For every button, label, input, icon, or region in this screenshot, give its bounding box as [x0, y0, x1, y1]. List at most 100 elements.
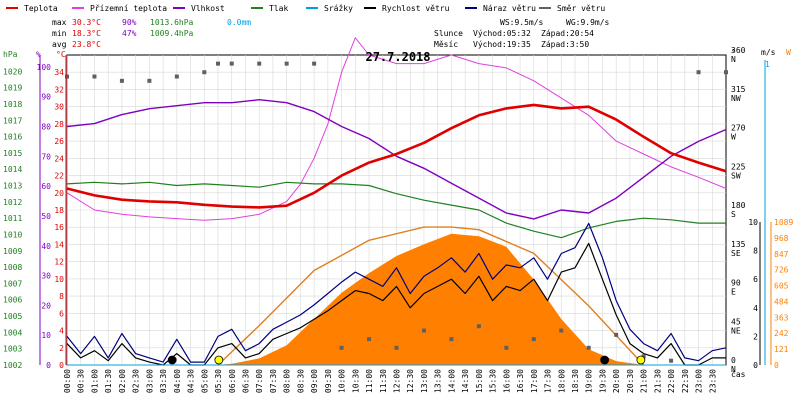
sun-moon-markers [167, 355, 646, 365]
wind-dir-point [449, 337, 454, 342]
tick-direction: 360 [731, 46, 746, 55]
tick-direction: 0 [731, 356, 736, 365]
tick-pressure: 1019 [3, 84, 22, 93]
tick-pressure: 1002 [3, 361, 22, 370]
data-series [65, 37, 728, 366]
tick-solar: 0 [774, 361, 779, 370]
tick-pressure: 1018 [3, 100, 22, 109]
tick-pressure: 1013 [3, 182, 22, 191]
series-humidity [66, 98, 727, 220]
moon-marker [600, 355, 610, 365]
tick-humidity: 80 [41, 123, 51, 132]
tick-pressure: 1020 [3, 67, 22, 76]
tick-temperature: 4 [59, 327, 64, 336]
tick-direction-compass: W [731, 133, 736, 142]
axis-unit-deg: ° [731, 48, 736, 57]
tick-pressure: 1007 [3, 279, 22, 288]
series-wind-gust [66, 222, 727, 363]
tick-time: 19:00 [585, 369, 594, 393]
tick-time: 15:30 [489, 369, 498, 393]
tick-time: 23:00 [695, 369, 704, 393]
tick-direction-compass: SE [731, 249, 741, 258]
stat-min-label: min [52, 29, 67, 38]
tick-time: 03:00 [145, 369, 154, 393]
tick-time: 00:30 [77, 369, 86, 393]
wind-dir-point [65, 74, 69, 79]
wind-dir-point [394, 345, 399, 350]
wind-dir-point [476, 324, 481, 329]
tick-pressure: 1004 [3, 328, 22, 337]
tick-direction: 315 [731, 85, 746, 94]
tick-temperature: 26 [54, 137, 64, 146]
wind-dir-point [696, 70, 701, 75]
tick-time: 06:00 [228, 369, 237, 393]
legend-label: Přízemní teplota [90, 4, 167, 13]
tick-time: 11:30 [379, 369, 388, 393]
axes: hPa% °C ° m/s W1čas1002100310041005100610071… [3, 46, 793, 393]
tick-pressure: 1009 [3, 247, 22, 256]
axis-unit-cas: čas [731, 369, 746, 379]
tick-time: 16:00 [502, 369, 511, 393]
tick-wind: 2 [753, 332, 758, 341]
tick-time: 07:00 [255, 369, 264, 393]
series-pressure [66, 181, 726, 239]
tick-pressure: 1014 [3, 165, 22, 174]
tick-time: 01:00 [91, 369, 100, 393]
tick-humidity: 40 [41, 242, 51, 251]
tick-pressure: 1005 [3, 312, 22, 321]
tick-time: 02:00 [118, 369, 127, 393]
tick-direction: 90 [731, 279, 741, 288]
legend-label: Tlak [269, 4, 288, 13]
tick-direction-compass: N [731, 365, 736, 374]
tick-pressure: 1016 [3, 133, 22, 142]
tick-time: 00:00 [63, 369, 72, 393]
tick-wind: 4 [753, 304, 758, 313]
tick-solar: 605 [774, 282, 789, 291]
chart-title: 27.7.2018 [365, 50, 430, 64]
tick-humidity: 0 [46, 361, 51, 370]
tick-time: 18:30 [571, 369, 580, 393]
tick-pressure: 1012 [3, 198, 22, 207]
tick-pressure: 1011 [3, 214, 22, 223]
moon-set: Západ:3:50 [541, 40, 589, 49]
tick-temperature: 18 [54, 206, 64, 215]
tick-humidity: 50 [41, 212, 51, 221]
wind-dir-point [504, 345, 509, 350]
tick-time: 02:30 [132, 369, 141, 393]
tick-direction-compass: SW [731, 171, 741, 180]
tick-time: 08:30 [296, 369, 305, 393]
series-temperature [66, 103, 727, 209]
tick-temperature: 8 [59, 292, 64, 301]
tick-pressure: 1003 [3, 345, 22, 354]
wind-dir-point [367, 337, 372, 342]
tick-time: 19:30 [598, 369, 607, 393]
sun-marker [214, 355, 224, 365]
legend-label: Rychlost větru [382, 4, 450, 13]
stat-max-label: max [52, 18, 67, 27]
tick-direction-compass: NW [731, 94, 741, 103]
wind-dir-point [724, 70, 728, 75]
tick-time: 04:00 [173, 369, 182, 393]
tick-pressure: 1006 [3, 296, 22, 305]
wind-ws: WS:9.5m/s [500, 18, 544, 27]
tick-time: 05:30 [214, 369, 223, 393]
wind-dir-point [641, 354, 646, 359]
tick-direction-compass: E [731, 288, 736, 297]
tick-direction: 45 [731, 317, 741, 326]
tick-time: 20:00 [612, 369, 621, 393]
stat-max-press: 1013.6hPa [150, 18, 194, 27]
tick-time: 11:00 [365, 369, 374, 393]
sun-set: Západ:20:54 [541, 29, 594, 38]
tick-time: 15:00 [475, 369, 484, 393]
moon-label: Měsíc [434, 40, 458, 49]
wind-dir-point [284, 61, 289, 66]
wind-dir-point [586, 345, 591, 350]
wind-dir-point [119, 78, 124, 83]
tick-solar: 1089 [774, 218, 793, 227]
tick-time: 17:30 [544, 369, 553, 393]
tick-temperature: 28 [54, 120, 64, 129]
tick-time: 10:30 [351, 369, 360, 393]
wind-dir-point [339, 345, 344, 350]
tick-time: 06:30 [242, 369, 251, 393]
